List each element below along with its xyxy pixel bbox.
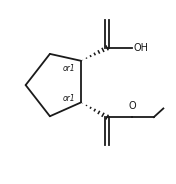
Text: or1: or1 [63,93,76,102]
Text: OH: OH [133,43,148,53]
Text: or1: or1 [63,64,76,73]
Text: O: O [128,100,136,111]
